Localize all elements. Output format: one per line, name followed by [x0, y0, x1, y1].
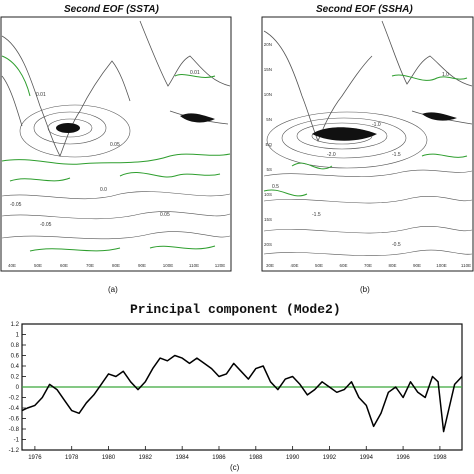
- panel-b-dark-blob-east: [422, 112, 457, 121]
- panel-b-contour-label: -1.0: [372, 122, 381, 128]
- pc-x-tick-label: 1984: [175, 455, 189, 461]
- pc-x-tick-label: 1978: [65, 455, 79, 461]
- panel-b-y-tick: 15N: [264, 67, 272, 72]
- pc-y-tick-label: -0.2: [9, 396, 20, 402]
- panel-a-x-tick: 80E: [112, 263, 120, 268]
- panel-b-x-tick: 30E: [266, 263, 274, 268]
- panel-b-y-tick: 15S: [264, 217, 272, 222]
- panel-b-gray-contours: [263, 111, 473, 256]
- panel-a-x-tick: 50E: [34, 263, 42, 268]
- panel-a-x-tick: 70E: [86, 263, 94, 268]
- panel-b-contour-label: 0.5: [272, 184, 279, 190]
- panel-a-caption: (a): [108, 285, 118, 294]
- pc-y-tick-label: 0.4: [11, 364, 20, 370]
- pc-x-tick-label: 1980: [102, 455, 116, 461]
- panel-a-contour-label: 0.01: [190, 70, 200, 76]
- panel-a-x-tick: 90E: [138, 263, 146, 268]
- panel-a-dark-blob-east: [180, 113, 215, 123]
- pc-series-line: [21, 354, 463, 433]
- panel-a-contour-label: 0.01: [36, 92, 46, 98]
- panel-b-contour-label: 1.0: [442, 72, 449, 78]
- pc-chart: 1.2 1 0.8 0.6 0.4 0.2 0 -0.2 -0.4 -0.6 -0.8 -1 -1.2 1…: [9, 322, 463, 461]
- panel-a-x-tick: 100E: [163, 263, 174, 268]
- panel-a-coastlines: [1, 20, 231, 157]
- panel-b-x-tick: 50E: [315, 263, 323, 268]
- pc-y-tick-label: -0.6: [9, 417, 20, 423]
- panel-b-y-tick: 10S: [264, 192, 272, 197]
- pc-x-tick-label: 1996: [396, 455, 410, 461]
- panel-b-x-tick: 70E: [364, 263, 372, 268]
- pc-y-tick-label: -0.8: [9, 427, 20, 433]
- pc-y-tick-label: 0.6: [11, 354, 20, 360]
- panel-b-y-tick: 10N: [264, 92, 272, 97]
- panel-b-x-ticks: 30E 40E 50E 60E 70E 80E 90E 100E 110E: [266, 263, 471, 268]
- panel-b-frame: [261, 16, 474, 272]
- panel-b-y-tick: 5N: [266, 117, 272, 122]
- panel-b-y-ticks: 20N 15N 10N 5N EQ 5S 10S 15S 20S: [264, 42, 273, 247]
- panel-b-map: -1.0 -1.5 -2.0 0.5 -1.5 -0.5 1.0 20N 15N 1…: [261, 16, 474, 272]
- pc-x-tick-label: 1976: [28, 455, 42, 461]
- pc-y-tick-label: 0.2: [11, 375, 20, 381]
- pc-y-tick-label: 1: [16, 333, 20, 339]
- panel-b-x-tick: 100E: [436, 263, 447, 268]
- pc-y-tick-label: 0.8: [11, 343, 20, 349]
- panel-a-title: Second EOF (SSTA): [64, 4, 159, 15]
- pc-y-tick-label: -0.4: [9, 406, 20, 412]
- pc-x-tick-label: 1988: [249, 455, 263, 461]
- pc-x-tick-label: 1998: [433, 455, 447, 461]
- panel-a-gray-contours: [1, 104, 231, 240]
- panel-a-contour-label: 0.0: [100, 187, 107, 193]
- panel-b-contour-label: -1.5: [312, 212, 321, 218]
- panel-b-contour-label: -2.0: [327, 152, 336, 158]
- panel-b-x-tick: 90E: [413, 263, 421, 268]
- pc-y-tick-label: 0: [16, 385, 20, 391]
- panel-c-caption: (c): [230, 463, 240, 472]
- panel-a-x-tick: 110E: [189, 263, 199, 268]
- panel-b-title: Second EOF (SSHA): [316, 4, 413, 15]
- panel-a-contour-label: 0.05: [110, 142, 120, 148]
- panel-b-x-tick: 60E: [339, 263, 347, 268]
- panel-b-x-tick: 40E: [290, 263, 298, 268]
- panel-a-green-contours: [1, 55, 231, 252]
- panel-a-x-tick: 40E: [8, 263, 16, 268]
- panel-b-y-tick: EQ: [265, 142, 272, 147]
- pc-y-tick-label: -1.2: [9, 448, 20, 454]
- panel-b-dark-blob: [312, 127, 377, 141]
- panel-a-x-ticks: 40E 50E 60E 70E 80E 90E 100E 110E 120E: [8, 263, 225, 268]
- panel-b-y-tick: 20S: [264, 242, 272, 247]
- panel-a-contour-label: -0.05: [10, 202, 22, 208]
- pc-x-tick-label: 1990: [286, 455, 300, 461]
- panel-b-y-tick: 20N: [264, 42, 272, 47]
- pc-x-tick-label: 1986: [212, 455, 226, 461]
- pc-x-tick-label: 1992: [323, 455, 337, 461]
- panel-a-x-tick: 120E: [215, 263, 226, 268]
- panel-a-map: 0.01 0.05 -0.05 0.0 -0.05 0.05 0.01 40E 5…: [0, 16, 232, 272]
- panel-b-x-tick: 80E: [388, 263, 396, 268]
- pc-y-tick-label: -1: [14, 438, 20, 444]
- pc-x-tick-label: 1982: [139, 455, 153, 461]
- panel-a-contour-label: 0.05: [160, 212, 170, 218]
- panel-b-contour-label: -1.5: [392, 152, 401, 158]
- panel-b-caption: (b): [360, 285, 370, 294]
- panel-b-contour-label: -0.5: [392, 242, 401, 248]
- panel-a-dark-blob: [56, 123, 80, 133]
- pc-x-tick-label: 1994: [360, 455, 374, 461]
- panel-a-contour-label: -0.05: [40, 222, 52, 228]
- panel-b-x-tick: 110E: [461, 263, 471, 268]
- panel-a-x-tick: 60E: [60, 263, 68, 268]
- pc-y-tick-label: 1.2: [11, 322, 20, 328]
- panel-c-title: Principal component (Mode2): [130, 302, 341, 317]
- panel-b-y-tick: 5S: [266, 167, 272, 172]
- panel-b-green-contours: [263, 74, 468, 197]
